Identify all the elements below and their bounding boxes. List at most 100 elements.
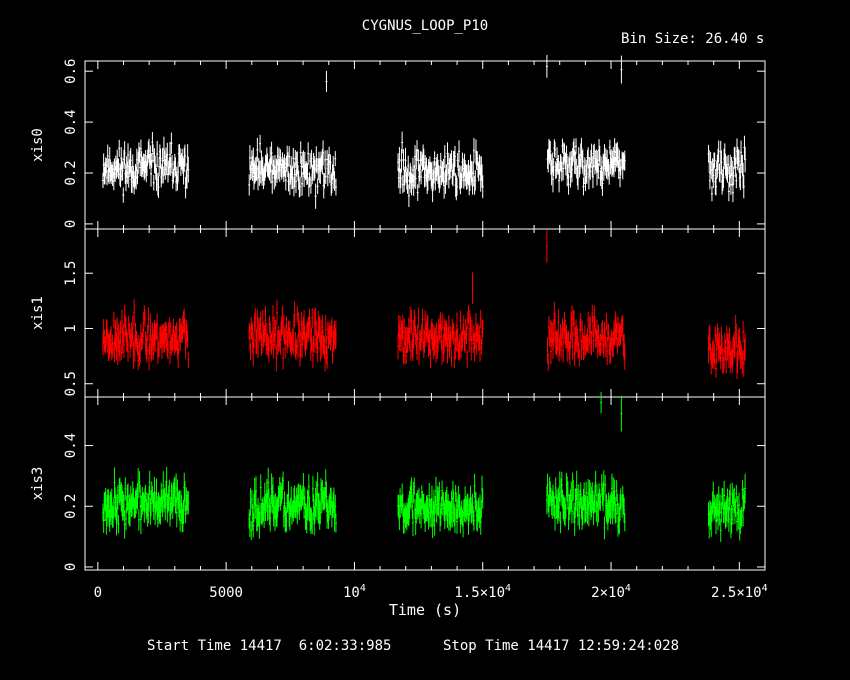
data-point [112, 319, 115, 321]
data-point [557, 164, 560, 166]
data-point [123, 524, 126, 526]
data-point [547, 502, 550, 504]
data-point [290, 343, 293, 345]
data-point [430, 512, 433, 514]
data-point [589, 324, 592, 326]
data-point [291, 508, 294, 510]
data-point [707, 153, 710, 155]
data-point [598, 494, 601, 496]
data-point [733, 344, 736, 346]
data-point [127, 351, 130, 353]
data-point [605, 507, 608, 509]
data-point [257, 177, 260, 179]
data-point [432, 346, 435, 348]
data-point [575, 145, 578, 147]
data-point [448, 512, 451, 514]
data-point [299, 344, 302, 346]
data-point [319, 347, 322, 349]
data-point [318, 159, 321, 161]
data-point [604, 346, 607, 348]
data-point [137, 151, 140, 153]
data-point [419, 505, 422, 507]
data-point [456, 159, 459, 161]
data-point [273, 506, 276, 508]
data-point [183, 155, 186, 157]
data-point [119, 175, 122, 177]
data-point [548, 151, 551, 153]
data-point [399, 505, 402, 507]
data-point [311, 354, 314, 356]
data-point [420, 176, 423, 178]
data-point [252, 160, 255, 162]
data-point [313, 167, 316, 169]
data-point [437, 171, 440, 173]
data-point [460, 176, 463, 178]
data-point [135, 159, 138, 161]
data-point [116, 327, 119, 329]
data-point [451, 512, 454, 514]
data-point [614, 509, 617, 511]
data-point [585, 341, 588, 343]
data-point [313, 322, 316, 324]
data-point [164, 331, 167, 333]
data-point [447, 178, 450, 180]
data-point [445, 174, 448, 176]
data-point [432, 501, 435, 503]
data-point [708, 336, 711, 338]
data-point [152, 182, 155, 184]
data-point [103, 175, 106, 177]
data-point [591, 500, 594, 502]
data-point [276, 510, 279, 512]
data-point [719, 352, 722, 354]
data-point [307, 328, 310, 330]
data-point [101, 343, 104, 345]
data-point [253, 491, 256, 493]
data-point [442, 500, 445, 502]
data-point [113, 349, 116, 351]
panel-frame [84, 60, 766, 230]
data-point [591, 313, 594, 315]
data-point [114, 506, 117, 508]
data-point [263, 335, 266, 337]
data-point [560, 484, 563, 486]
data-point [738, 347, 741, 349]
data-point [265, 343, 268, 345]
data-point [309, 518, 312, 520]
data-point [739, 176, 742, 178]
data-point [430, 498, 433, 500]
data-point [137, 346, 140, 348]
data-point [601, 330, 604, 332]
data-point [547, 505, 550, 507]
data-point [426, 177, 429, 179]
data-point [328, 333, 331, 335]
data-point [326, 515, 329, 517]
data-point [427, 344, 430, 346]
data-point [608, 146, 611, 148]
data-point [600, 402, 603, 404]
data-point [185, 175, 188, 177]
data-point [455, 187, 458, 189]
data-point [710, 520, 713, 522]
data-point [439, 516, 442, 518]
data-point [741, 164, 744, 166]
data-point [311, 522, 314, 524]
data-point [108, 159, 111, 161]
data-point [286, 502, 289, 504]
data-point [280, 167, 283, 169]
data-point [149, 154, 152, 156]
data-point [156, 324, 159, 326]
data-point [317, 168, 320, 170]
data-point [559, 162, 562, 164]
data-point [270, 152, 273, 154]
data-point [563, 152, 566, 154]
data-point [248, 157, 251, 159]
data-point [333, 516, 336, 518]
data-point [148, 150, 151, 152]
data-point [266, 506, 269, 508]
data-point [408, 504, 411, 506]
data-point [545, 499, 548, 501]
data-point [283, 335, 286, 337]
data-point [605, 167, 608, 169]
data-point [289, 342, 292, 344]
data-point [445, 334, 448, 336]
